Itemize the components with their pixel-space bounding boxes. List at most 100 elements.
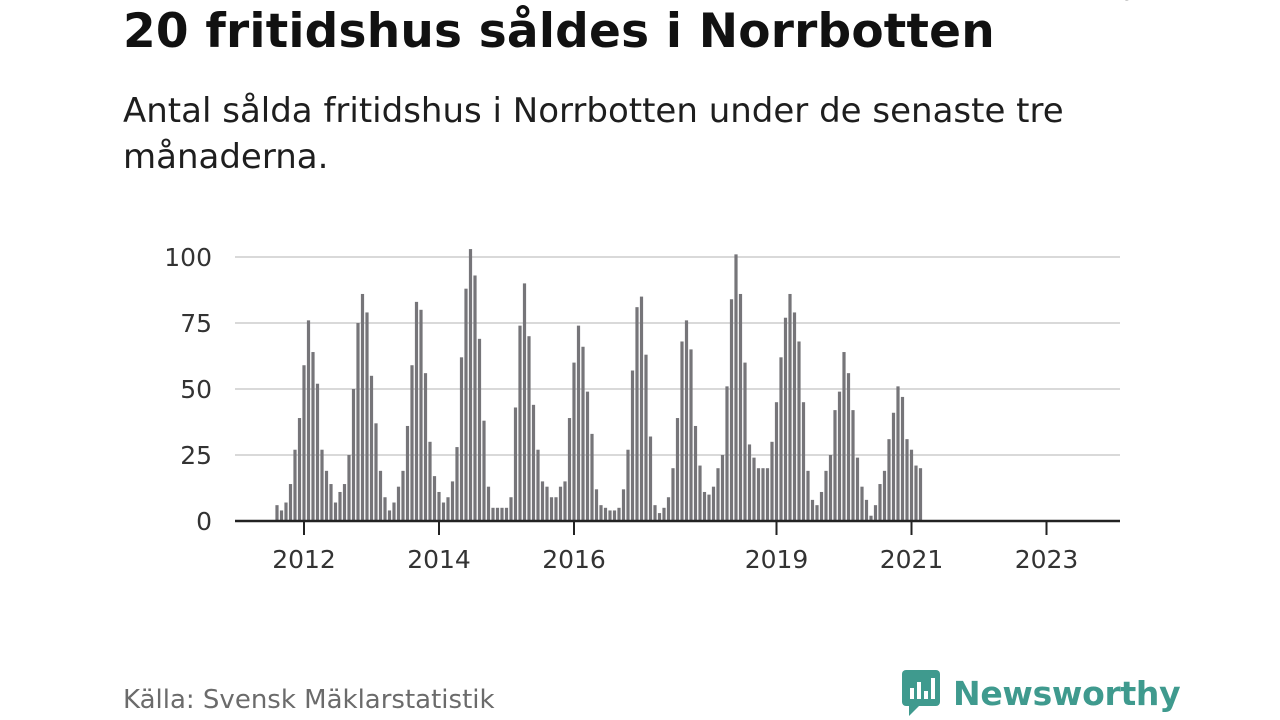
bar bbox=[887, 439, 891, 521]
bar bbox=[711, 486, 716, 521]
bar bbox=[540, 481, 545, 521]
bar bbox=[914, 465, 918, 521]
annotation-backdrop bbox=[1099, 0, 1138, 30]
source-note: Källa: Svensk Mäklarstatistik bbox=[123, 685, 495, 715]
bar bbox=[666, 497, 671, 521]
bar bbox=[392, 502, 396, 521]
bar bbox=[302, 365, 306, 521]
bar bbox=[693, 425, 698, 521]
bar bbox=[518, 325, 522, 521]
bar bbox=[311, 352, 315, 521]
x-tick-label: 2012 bbox=[272, 545, 336, 574]
bar bbox=[450, 481, 455, 521]
bar bbox=[509, 497, 513, 521]
bar bbox=[869, 515, 873, 521]
bar bbox=[347, 455, 351, 521]
x-tick-label: 2019 bbox=[745, 545, 809, 574]
bar bbox=[797, 341, 801, 521]
bar bbox=[653, 505, 657, 521]
bar bbox=[378, 470, 383, 521]
bar bbox=[374, 423, 378, 521]
bar bbox=[590, 433, 594, 521]
bar bbox=[630, 370, 635, 521]
brand-logo[interactable]: Newsworthy bbox=[901, 669, 1181, 717]
bar bbox=[846, 373, 851, 521]
bar bbox=[428, 441, 432, 521]
bar bbox=[783, 317, 788, 521]
bar bbox=[351, 389, 356, 521]
bar bbox=[320, 449, 324, 521]
annotation-layer: 20 bbox=[1099, 0, 1138, 30]
bar bbox=[756, 468, 761, 521]
bar bbox=[635, 307, 639, 521]
bar bbox=[752, 457, 756, 521]
bar bbox=[725, 386, 729, 521]
bar bbox=[383, 497, 387, 521]
bar bbox=[684, 320, 689, 521]
bar bbox=[810, 499, 815, 521]
bar bbox=[356, 323, 360, 521]
bar bbox=[495, 507, 500, 521]
y-tick-label: 25 bbox=[180, 441, 212, 470]
bar bbox=[657, 513, 662, 521]
y-tick-label: 100 bbox=[164, 243, 212, 272]
bar bbox=[891, 412, 896, 521]
bar bbox=[576, 325, 581, 521]
bar bbox=[743, 362, 747, 521]
bar bbox=[536, 449, 540, 521]
bar bbox=[828, 455, 833, 521]
bar-series bbox=[275, 249, 923, 522]
bar bbox=[608, 510, 612, 521]
bar bbox=[779, 357, 783, 521]
bar bbox=[698, 465, 702, 521]
bar bbox=[522, 283, 527, 521]
y-tick-label: 0 bbox=[196, 507, 212, 536]
bar bbox=[792, 312, 797, 521]
bar bbox=[477, 338, 482, 521]
bar bbox=[918, 468, 923, 521]
bar bbox=[306, 320, 311, 521]
bar bbox=[824, 470, 828, 521]
bar bbox=[572, 362, 576, 521]
bar bbox=[567, 418, 572, 521]
bar bbox=[761, 468, 765, 521]
bar bbox=[396, 486, 401, 521]
bar bbox=[599, 505, 603, 521]
bar bbox=[360, 293, 365, 521]
bar bbox=[612, 510, 617, 521]
bar bbox=[464, 288, 468, 521]
bar bbox=[774, 402, 779, 521]
bar bbox=[459, 357, 464, 521]
bar bbox=[437, 491, 441, 521]
bar bbox=[680, 341, 684, 521]
bar bbox=[527, 336, 531, 521]
bar bbox=[423, 373, 428, 521]
bar bbox=[513, 407, 518, 521]
bar bbox=[734, 254, 738, 522]
bar bbox=[801, 402, 806, 521]
bar bbox=[369, 375, 374, 521]
bar bbox=[851, 410, 855, 521]
bar bbox=[639, 296, 644, 521]
bar bbox=[405, 425, 410, 521]
bar bbox=[297, 418, 302, 521]
bar bbox=[482, 420, 486, 521]
x-axis-ticks: 2012 2014 2016 2019 2021 2023 bbox=[272, 521, 1078, 574]
bar bbox=[293, 449, 297, 521]
bar bbox=[905, 439, 909, 521]
bar bbox=[279, 510, 284, 521]
bar bbox=[815, 505, 819, 521]
bar bbox=[441, 502, 446, 521]
bar bbox=[504, 507, 509, 521]
bar bbox=[900, 396, 905, 521]
bar bbox=[275, 505, 279, 521]
bar bbox=[770, 441, 774, 521]
bar bbox=[716, 468, 720, 521]
y-tick-label: 50 bbox=[180, 375, 212, 404]
bar bbox=[315, 383, 320, 521]
bar bbox=[842, 352, 846, 521]
bar-chart: 0 25 50 75 100 2012 2014 2016 2019 2021 2023 20 bbox=[164, 0, 1138, 574]
brand-name: Newsworthy bbox=[953, 673, 1181, 713]
x-tick-label: 2021 bbox=[880, 545, 944, 574]
bar bbox=[729, 299, 734, 521]
